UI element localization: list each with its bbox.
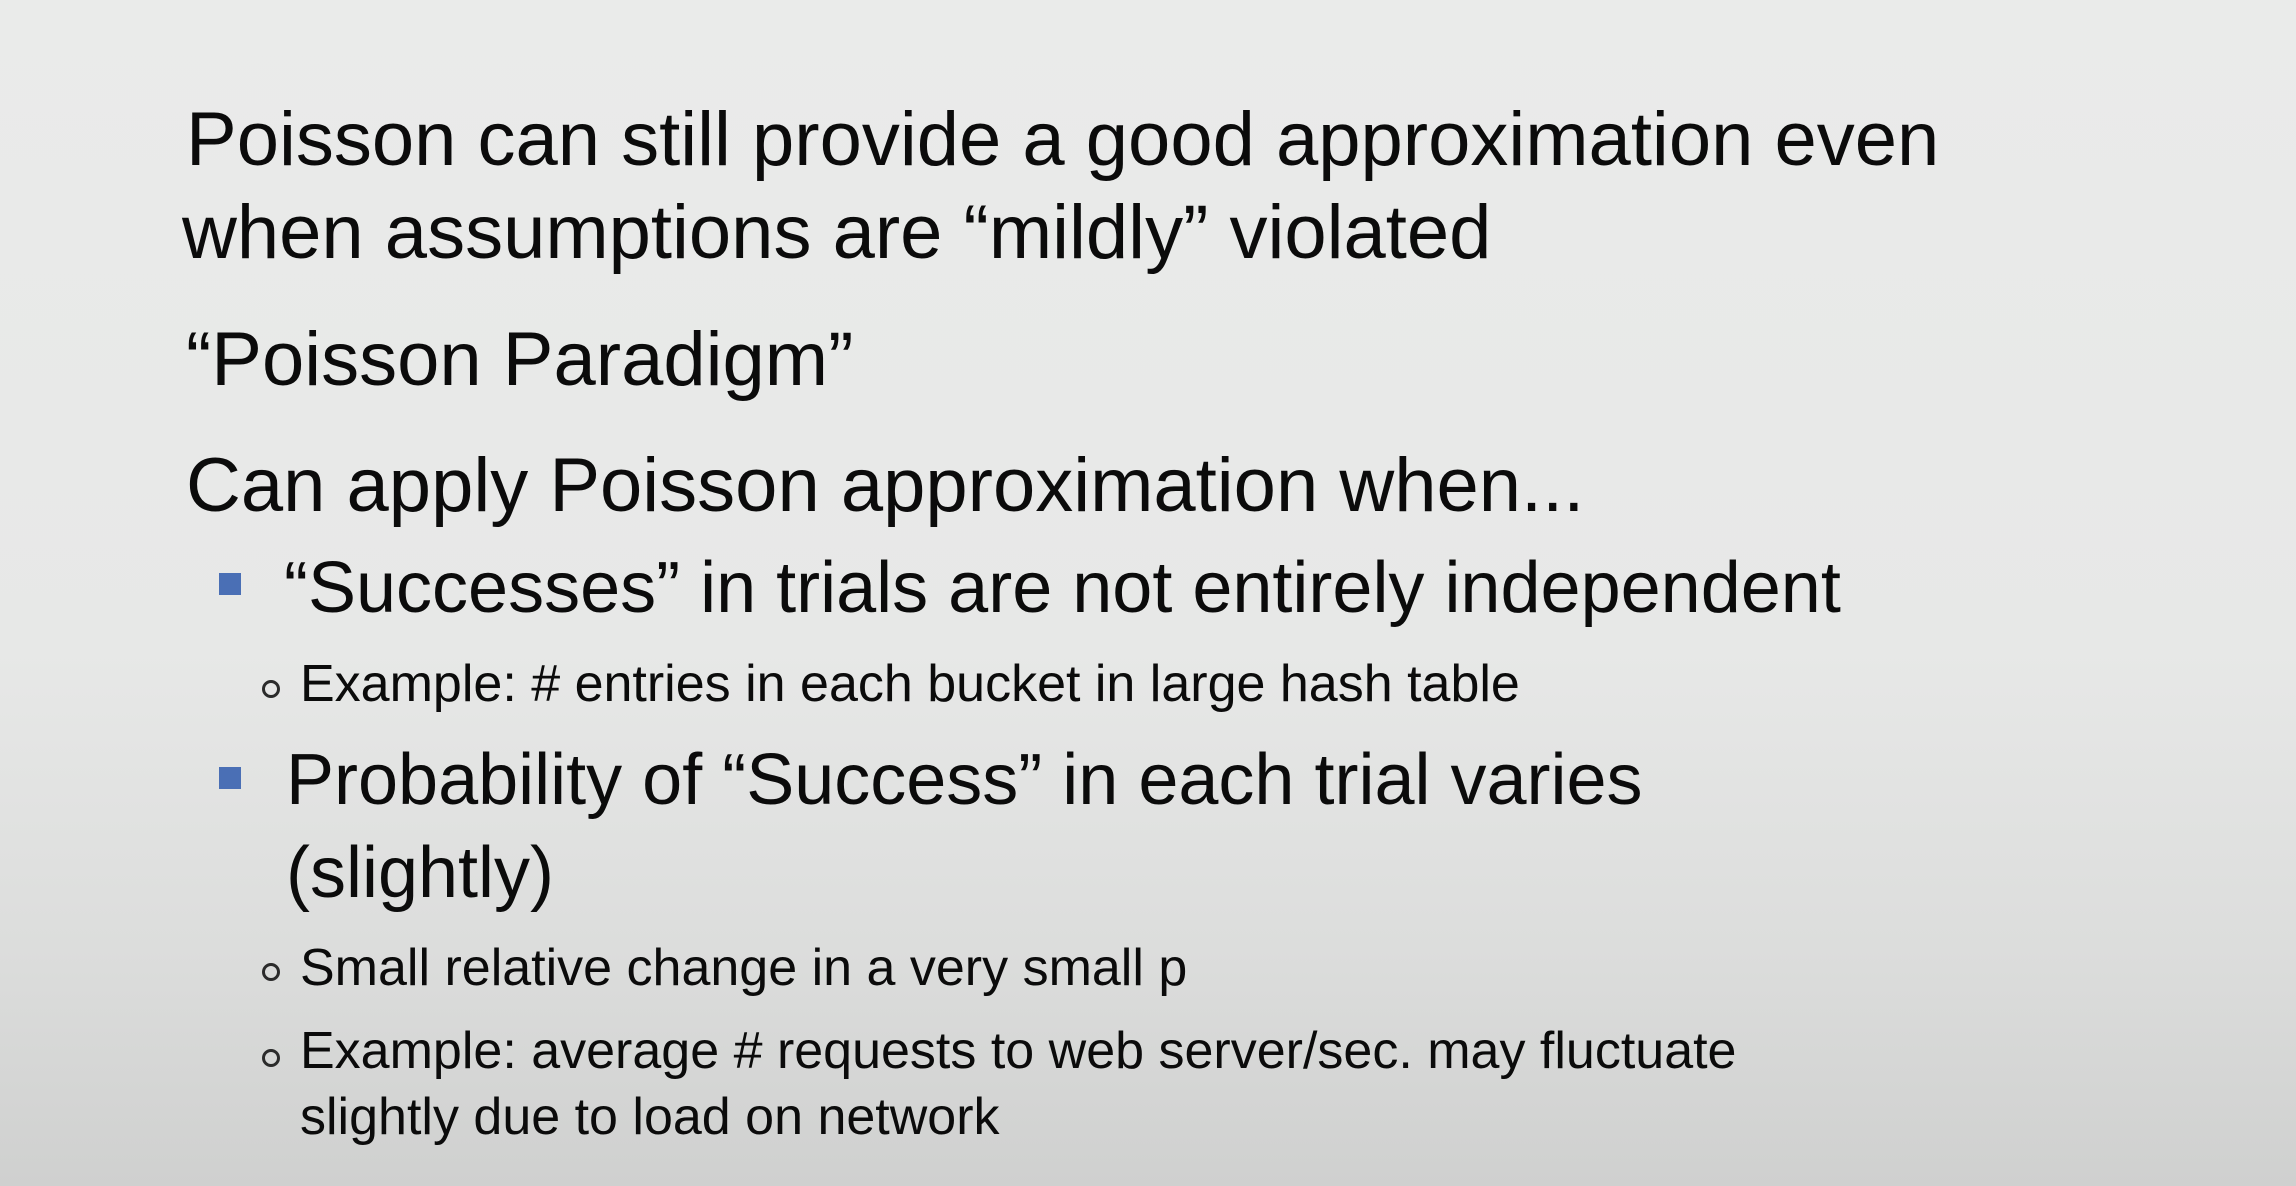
circle-bullet-icon	[262, 963, 280, 981]
bullet-2-sub-1-text: Small relative change in a very small p	[300, 939, 1188, 997]
heading-line-1: Poisson can still provide a good approxi…	[186, 97, 1940, 182]
circle-bullet-icon	[262, 680, 280, 698]
apply-intro: Can apply Poisson approximation when...	[186, 443, 1585, 528]
bullet-2-sub-2-text-line-1: Example: average # requests to web serve…	[300, 1022, 1737, 1080]
bullet-2-text-line-1: Probability of “Success” in each trial v…	[286, 740, 1643, 820]
bullet-2-sub-2-text-line-2: slightly due to load on network	[300, 1088, 1000, 1146]
bullet-2-text-line-2: (slightly)	[286, 833, 555, 913]
heading-line-2: when assumptions are “mildly” violated	[182, 190, 1492, 275]
bullet-1-text: “Successes” in trials are not entirely i…	[284, 548, 1841, 628]
square-bullet-icon	[219, 573, 241, 595]
bullet-1-sub-1-text: Example: # entries in each bucket in lar…	[300, 655, 1520, 713]
circle-bullet-icon	[262, 1049, 280, 1067]
square-bullet-icon	[219, 767, 241, 789]
poisson-paradigm-title: “Poisson Paradigm”	[186, 317, 854, 402]
